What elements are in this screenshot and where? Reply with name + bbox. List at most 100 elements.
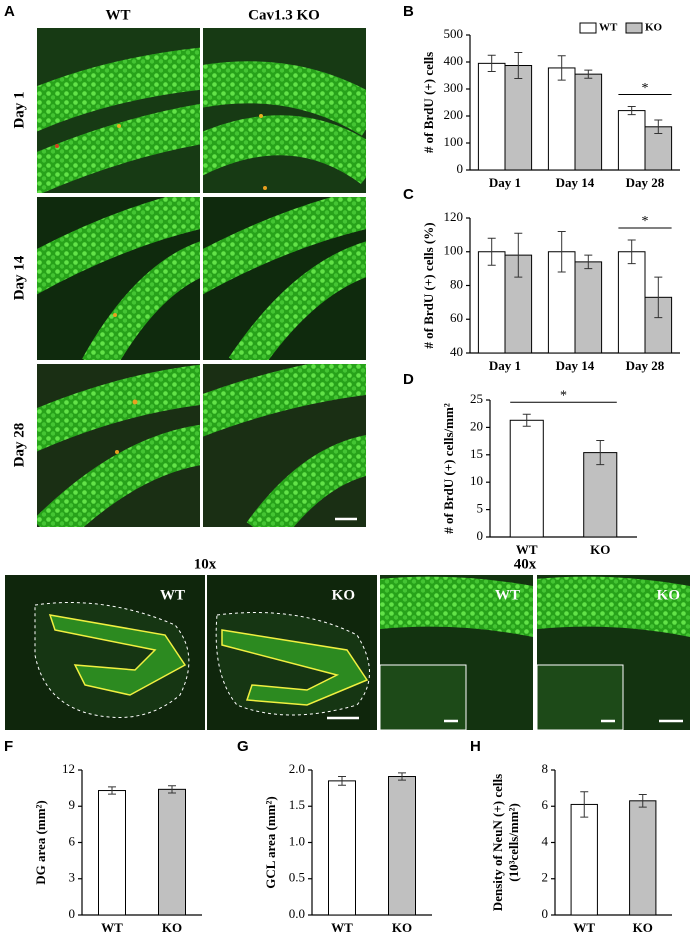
error-bar (580, 791, 589, 818)
y-tick-label: 80 (450, 276, 463, 291)
y-tick-label: 20 (470, 418, 483, 433)
error-bar (638, 793, 647, 808)
error-bar (557, 55, 566, 81)
panel-label: D (403, 371, 414, 388)
bar (583, 452, 618, 538)
x-tick-label: WT (516, 542, 538, 557)
y-tick-label: 100 (444, 243, 464, 258)
magnification: 10x (194, 556, 217, 572)
y-axis-label: # of BrdU (+) cells/mm² (441, 403, 456, 534)
error-bar (487, 237, 496, 266)
error-bar (627, 106, 636, 116)
bar (570, 803, 598, 916)
y-tick-label: 15 (470, 446, 483, 461)
panel-label: G (237, 738, 249, 755)
y-tick-label: 5 (477, 501, 484, 516)
error-bar (596, 440, 605, 466)
bar (477, 251, 506, 354)
y-tick-label: 1.5 (289, 797, 305, 812)
panel-label: F (4, 738, 13, 755)
y-axis-label: (10³cells/mm²) (506, 803, 521, 882)
column-header: Cav1.3 KO (248, 7, 320, 23)
panel-label: B (403, 3, 414, 20)
panel-label: C (403, 186, 414, 203)
bar (328, 780, 356, 916)
x-tick-label: WT (573, 920, 595, 935)
y-tick-label: 500 (444, 26, 464, 41)
x-tick-label: KO (590, 542, 610, 557)
y-tick-label: 8 (542, 761, 549, 776)
significance-mark: * (642, 81, 649, 96)
micrograph (203, 364, 366, 527)
y-tick-label: 120 (444, 209, 464, 224)
x-tick-label: Day 28 (626, 175, 665, 190)
legend-swatch (579, 22, 597, 34)
panel-label: A (4, 3, 15, 20)
row-header: Day 1 (11, 91, 27, 128)
error-bar (514, 52, 523, 79)
error-bar (108, 786, 116, 795)
image-label: KO (657, 587, 680, 603)
bar (574, 261, 603, 354)
y-tick-label: 300 (444, 80, 464, 95)
error-bar (522, 413, 531, 427)
y-tick-label: 1.0 (289, 833, 305, 848)
micrograph (37, 28, 200, 193)
image-label: WT (160, 587, 185, 603)
x-tick-label: Day 28 (626, 358, 665, 373)
y-axis-label: # of BrdU (+) cells (%) (421, 222, 436, 348)
bar (509, 419, 544, 538)
y-tick-label: 9 (69, 797, 76, 812)
y-tick-label: 3 (69, 870, 76, 885)
y-tick-label: 400 (444, 53, 464, 68)
bar (617, 251, 646, 354)
error-bar (627, 239, 636, 265)
y-tick-label: 0.0 (289, 906, 305, 921)
y-tick-label: 2 (542, 870, 549, 885)
y-tick-label: 10 (470, 473, 483, 488)
y-tick-label: 0 (477, 528, 484, 543)
y-tick-label: 100 (444, 134, 464, 149)
y-tick-label: 200 (444, 107, 464, 122)
legend-label: KO (645, 22, 663, 34)
bar (504, 65, 533, 171)
row-header: Day 14 (11, 255, 27, 300)
x-tick-label: Day 1 (489, 175, 521, 190)
y-tick-label: 40 (450, 344, 463, 359)
error-bar (514, 232, 523, 278)
bar (629, 800, 657, 916)
micrograph (380, 575, 533, 730)
y-tick-label: 4 (542, 833, 549, 848)
error-bar (338, 776, 346, 786)
image-label: KO (332, 587, 355, 603)
y-tick-label: 60 (450, 310, 463, 325)
x-tick-label: WT (101, 920, 123, 935)
bar (547, 67, 576, 171)
column-header: WT (105, 7, 130, 23)
y-axis-label: Density of NeuN (+) cells (490, 774, 505, 911)
micrograph (203, 197, 366, 360)
y-tick-label: 2.0 (289, 761, 305, 776)
micrograph (203, 28, 366, 193)
bar (98, 790, 126, 916)
bar (388, 776, 416, 916)
y-axis-label: DG area (mm²) (33, 800, 48, 885)
micrograph (37, 197, 200, 360)
x-tick-label: Day 14 (556, 175, 595, 190)
micrograph (5, 575, 205, 730)
error-bar (654, 119, 663, 135)
error-bar (168, 785, 176, 794)
x-tick-label: WT (331, 920, 353, 935)
panel-label: H (470, 738, 481, 755)
magnification: 40x (514, 556, 537, 572)
legend-swatch (625, 22, 643, 34)
error-bar (584, 69, 593, 79)
micrograph (37, 364, 200, 527)
bar (477, 62, 506, 171)
y-axis-label: # of BrdU (+) cells (421, 52, 436, 153)
micrograph (537, 575, 690, 730)
y-axis-label: GCL area (mm²) (263, 796, 278, 888)
legend-label: WT (599, 22, 618, 34)
x-tick-label: KO (633, 920, 653, 935)
